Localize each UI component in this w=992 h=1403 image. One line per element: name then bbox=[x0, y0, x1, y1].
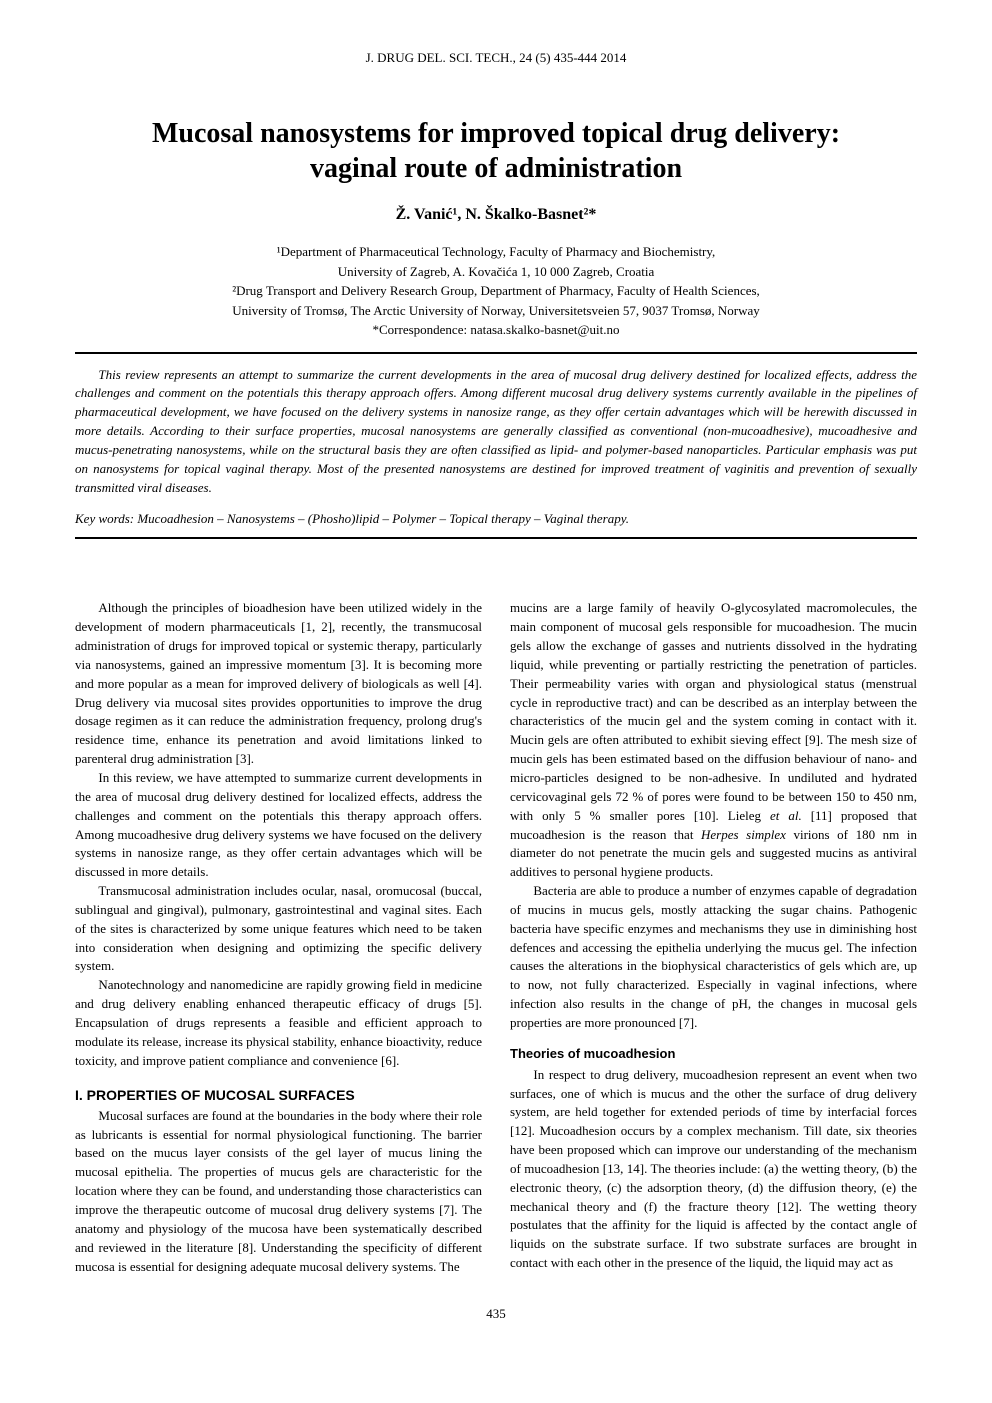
intro-paragraph-1: Although the principles of bioadhesion h… bbox=[75, 599, 482, 769]
affiliations: ¹Department of Pharmaceutical Technology… bbox=[75, 242, 917, 340]
sec1-paragraph-3: Bacteria are able to produce a number of… bbox=[510, 882, 917, 1033]
intro-paragraph-4: Nanotechnology and nanomedicine are rapi… bbox=[75, 976, 482, 1070]
intro-paragraph-3: Transmucosal administration includes ocu… bbox=[75, 882, 482, 976]
p6-part-a: mucins are a large family of heavily O-g… bbox=[510, 600, 917, 822]
affiliation-1b: University of Zagreb, A. Kovačića 1, 10 … bbox=[338, 264, 655, 279]
divider-top bbox=[75, 352, 917, 354]
section-1-title: I. PROPERTIES OF MUCOSAL SURFACES bbox=[75, 1085, 482, 1105]
keywords: Key words: Mucoadhesion – Nanosystems – … bbox=[75, 511, 917, 527]
p6-etal: et al. bbox=[770, 808, 802, 823]
article-title: Mucosal nanosystems for improved topical… bbox=[75, 116, 917, 186]
running-head: J. DRUG DEL. SCI. TECH., 24 (5) 435-444 … bbox=[75, 50, 917, 66]
correspondence: *Correspondence: natasa.skalko-basnet@ui… bbox=[373, 322, 620, 337]
affiliation-2b: University of Tromsø, The Arctic Univers… bbox=[232, 303, 760, 318]
page-number: 435 bbox=[75, 1306, 917, 1322]
author-line: Ž. Vanić¹, N. Škalko-Basnet²* bbox=[75, 206, 917, 224]
sec1-paragraph-2: mucins are a large family of heavily O-g… bbox=[510, 599, 917, 882]
divider-bottom bbox=[75, 537, 917, 539]
p6-herpes: Herpes simplex bbox=[701, 827, 786, 842]
title-line-1: Mucosal nanosystems for improved topical… bbox=[152, 118, 840, 149]
theories-paragraph-1: In respect to drug delivery, mucoadhesio… bbox=[510, 1066, 917, 1273]
subsection-theories-title: Theories of mucoadhesion bbox=[510, 1045, 917, 1064]
affiliation-1a: ¹Department of Pharmaceutical Technology… bbox=[277, 244, 716, 259]
intro-paragraph-2: In this review, we have attempted to sum… bbox=[75, 769, 482, 882]
sec1-paragraph-1: Mucosal surfaces are found at the bounda… bbox=[75, 1107, 482, 1277]
affiliation-2a: ²Drug Transport and Delivery Research Gr… bbox=[232, 283, 760, 298]
body-two-column: Although the principles of bioadhesion h… bbox=[75, 599, 917, 1276]
abstract: This review represents an attempt to sum… bbox=[75, 366, 917, 498]
title-line-2: vaginal route of administration bbox=[310, 153, 682, 184]
